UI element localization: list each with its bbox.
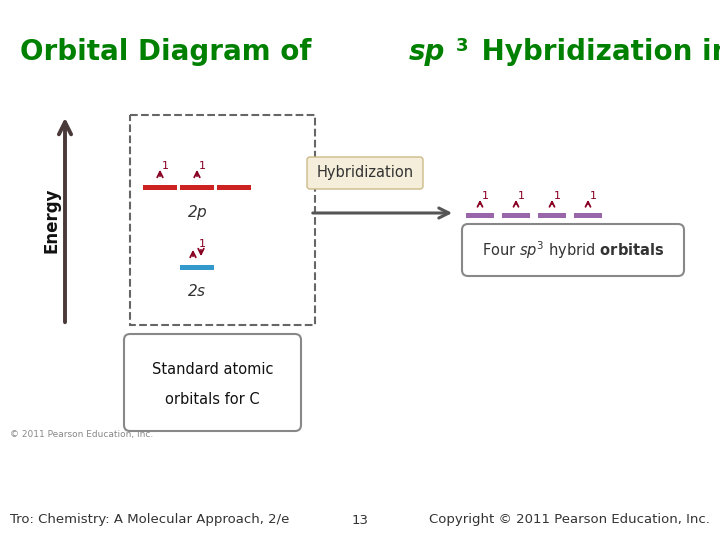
Text: Standard atomic: Standard atomic — [152, 362, 274, 377]
Text: Tro: Chemistry: A Molecular Approach, 2/e: Tro: Chemistry: A Molecular Approach, 2/… — [10, 514, 289, 526]
FancyBboxPatch shape — [307, 157, 423, 189]
Text: Four $\mathit{sp}^3$ hybrid $\mathbf{orbitals}$: Four $\mathit{sp}^3$ hybrid $\mathbf{orb… — [482, 239, 664, 261]
Text: 1: 1 — [482, 191, 489, 201]
Text: Hybridization: Hybridization — [316, 165, 413, 180]
Text: Hybridization in C: Hybridization in C — [472, 38, 720, 66]
Bar — [217, 185, 251, 190]
Bar — [466, 213, 494, 218]
Text: 3: 3 — [456, 37, 468, 55]
Text: Energy: Energy — [42, 187, 60, 253]
Text: sp: sp — [408, 38, 445, 66]
Bar — [180, 265, 214, 270]
Bar — [143, 185, 177, 190]
Text: Orbital Diagram of: Orbital Diagram of — [20, 38, 321, 66]
Text: 1: 1 — [518, 191, 525, 201]
Bar — [574, 213, 602, 218]
Text: 1: 1 — [199, 239, 206, 249]
FancyBboxPatch shape — [124, 334, 301, 431]
Bar — [130, 115, 315, 325]
Bar — [180, 185, 214, 190]
Text: Copyright © 2011 Pearson Education, Inc.: Copyright © 2011 Pearson Education, Inc. — [429, 514, 710, 526]
Text: 2$p$: 2$p$ — [186, 203, 207, 222]
Bar — [538, 213, 566, 218]
Text: 1: 1 — [590, 191, 597, 201]
Text: 1: 1 — [162, 161, 169, 171]
Text: 13: 13 — [351, 514, 369, 526]
FancyBboxPatch shape — [462, 224, 684, 276]
Text: 1: 1 — [199, 161, 206, 171]
Text: 1: 1 — [554, 191, 561, 201]
Bar — [502, 213, 530, 218]
Text: © 2011 Pearson Education, Inc.: © 2011 Pearson Education, Inc. — [10, 430, 153, 439]
Text: orbitals for C: orbitals for C — [165, 392, 260, 407]
Text: 2$s$: 2$s$ — [187, 283, 207, 299]
